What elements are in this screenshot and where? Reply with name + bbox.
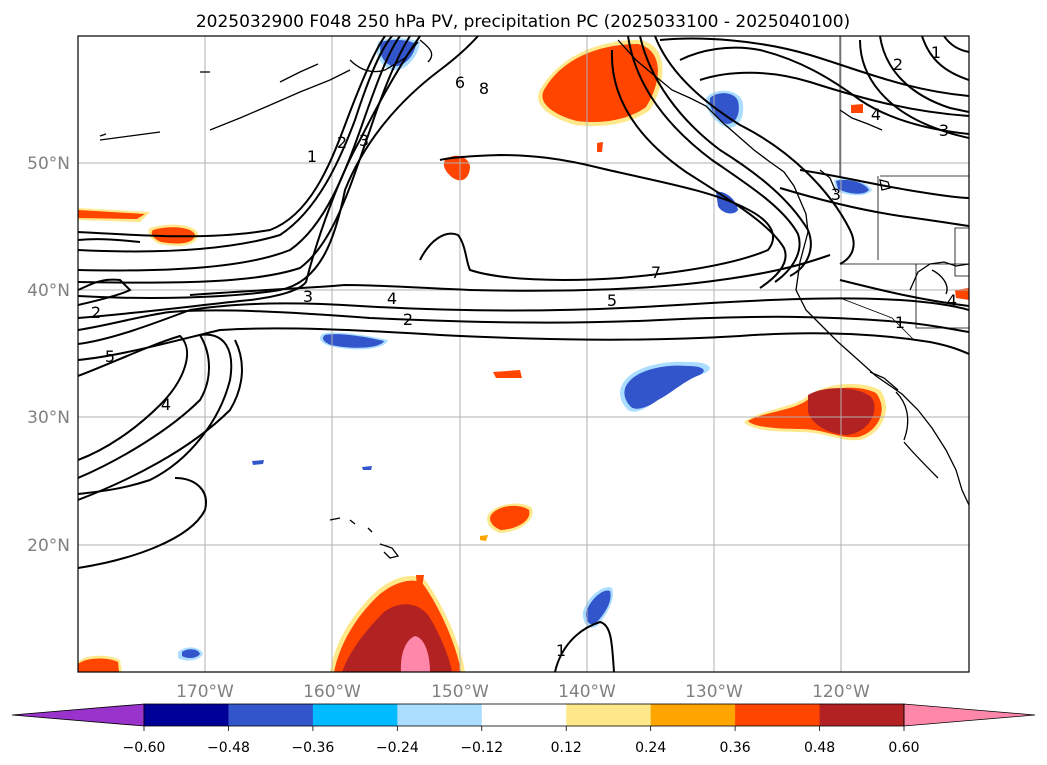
contour-label: 2: [91, 303, 101, 322]
lon-label-140w: 140°W: [558, 682, 616, 702]
colorbar-tick-label: −0.24: [376, 740, 419, 756]
colorbar-tick-label: −0.12: [460, 740, 503, 756]
colorbar-outline: [143, 703, 905, 727]
political-borders: [839, 36, 969, 341]
map-frame: [77, 35, 970, 673]
contour-label: 4: [387, 289, 397, 308]
colorbar-tick-label: −0.60: [123, 740, 166, 756]
contour-label: 3: [831, 185, 841, 204]
contour-value-labels: 1 2 3 6 8 2 1 4 3 3 2 5 4 7 5 4 3 2 1 4 …: [91, 43, 957, 660]
lat-label-30n: 30°N: [27, 408, 70, 428]
lat-lon-gridlines: [78, 36, 969, 672]
lon-label-150w: 150°W: [431, 682, 489, 702]
contour-label: 2: [893, 55, 903, 74]
colorbar-max-extend: [903, 703, 1036, 727]
colorbar-swatch: [228, 704, 314, 726]
longitude-labels: 170°W 160°W 150°W 140°W 130°W 120°W: [176, 682, 870, 702]
contour-label: 2: [403, 310, 413, 329]
map-panel: 1 2 3 6 8 2 1 4 3 3 2 5 4 7 5 4 3 2 1 4 …: [78, 36, 969, 672]
contour-label: 1: [931, 43, 941, 62]
lat-label-20n: 20°N: [27, 536, 70, 556]
contour-label: 2: [337, 133, 347, 152]
figure-title: 2025032900 F048 250 hPa PV, precipitatio…: [196, 12, 850, 32]
precip-negative-shading: [178, 38, 872, 661]
contour-label: 7: [651, 263, 661, 282]
contour-label: 1: [556, 641, 566, 660]
colorbar: −0.60 −0.48 −0.36 −0.24 −0.12 0.12 0.24 0.36 0.4…: [11, 703, 1036, 756]
colorbar-tick-label: 0.36: [720, 740, 751, 756]
colorbar-swatch: [312, 704, 398, 726]
contour-label: 4: [871, 105, 881, 124]
colorbar-tick-label: 0.48: [804, 740, 835, 756]
colorbar-tick-label: −0.48: [207, 740, 250, 756]
contour-label: 5: [607, 291, 617, 310]
colorbar-swatch: [735, 704, 821, 726]
colorbar-tick-label: 0.24: [635, 740, 666, 756]
colorbar-tick-label: −0.36: [291, 740, 334, 756]
colorbar-swatch: [650, 704, 736, 726]
colorbar-swatch: [481, 704, 567, 726]
colorbar-swatch: [819, 704, 905, 726]
latitude-labels: 50°N 40°N 30°N 20°N: [27, 154, 70, 556]
colorbar-swatch: [144, 704, 229, 726]
pv-contours: [78, 36, 969, 672]
lat-label-40n: 40°N: [27, 281, 70, 301]
contour-label: 3: [303, 287, 313, 306]
lat-label-50n: 50°N: [27, 154, 70, 174]
contour-label: 4: [947, 291, 957, 310]
colorbar-swatch: [397, 704, 483, 726]
contour-label: 6: [455, 73, 465, 92]
lon-label-120w: 120°W: [812, 682, 870, 702]
precip-positive-shading: [78, 40, 969, 672]
colorbar-tick-label: 0.60: [888, 740, 919, 756]
lon-label-130w: 130°W: [685, 682, 743, 702]
contour-label: 1: [307, 147, 317, 166]
lon-label-170w: 170°W: [176, 682, 234, 702]
lon-label-160w: 160°W: [303, 682, 361, 702]
colorbar-swatch: [566, 704, 652, 726]
colorbar-min-extend: [11, 703, 145, 727]
contour-label: 3: [939, 121, 949, 140]
contour-label: 1: [895, 313, 905, 332]
contour-label: 8: [479, 79, 489, 98]
colorbar-tick-label: 0.12: [551, 740, 582, 756]
contour-label: 5: [105, 347, 115, 366]
contour-label: 3: [359, 131, 369, 150]
contour-label: 4: [161, 395, 171, 414]
